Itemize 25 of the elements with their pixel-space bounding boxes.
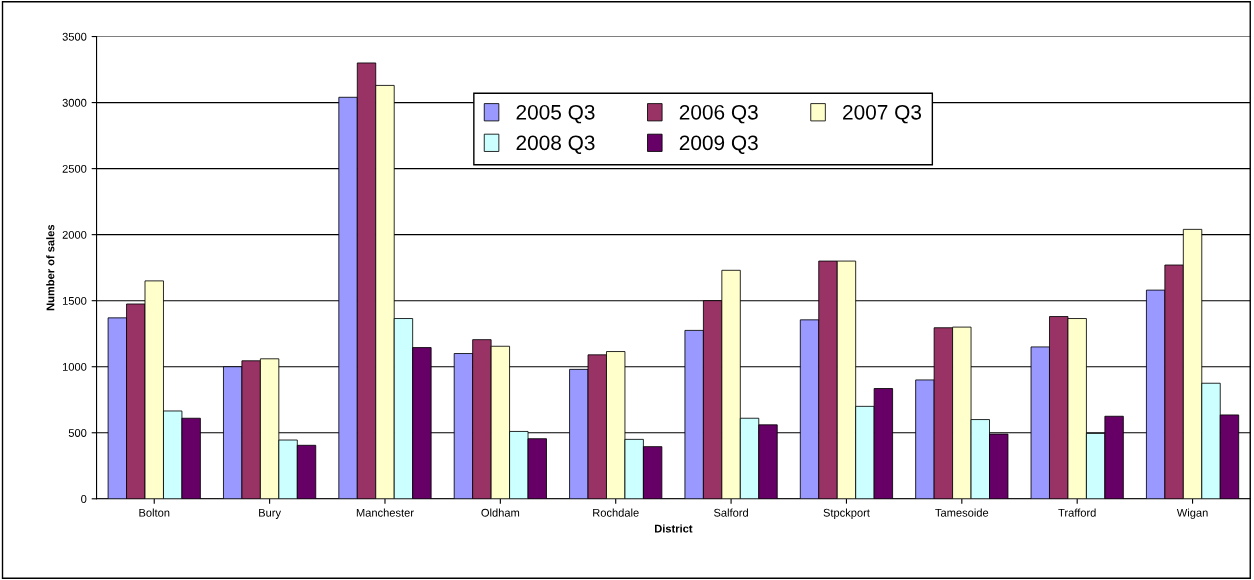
x-tick-label: Bury bbox=[259, 508, 282, 519]
legend-label: 2006 Q3 bbox=[679, 104, 758, 124]
x-tick-label: Bolton bbox=[139, 508, 170, 517]
x-tick-label: Wigan bbox=[1176, 508, 1208, 519]
y-tick-label: 1000 bbox=[62, 362, 87, 371]
x-tick-label: Rochdale bbox=[593, 508, 639, 517]
x-tick-label: Stpckport bbox=[823, 508, 870, 519]
x-tick-label: Oldham bbox=[481, 508, 520, 517]
x-tick-label: Manchester bbox=[356, 508, 414, 517]
y-axis-title: Number of sales bbox=[46, 224, 55, 311]
y-tick-label: 3500 bbox=[62, 32, 87, 41]
legend-label: 2009 Q3 bbox=[679, 135, 758, 154]
legend-label: 2005 Q3 bbox=[516, 104, 595, 124]
y-tick-label: 2000 bbox=[62, 230, 87, 239]
y-tick-label: 1500 bbox=[62, 296, 87, 305]
y-tick-label: 3000 bbox=[62, 98, 87, 107]
x-tick-label: Salford bbox=[713, 508, 748, 517]
y-tick-label: 2500 bbox=[62, 164, 87, 173]
x-axis-title: District bbox=[655, 524, 693, 533]
legend-label: 2007 Q3 bbox=[843, 104, 922, 124]
y-tick-label: 0 bbox=[81, 495, 87, 503]
x-tick-label: Trafford bbox=[1058, 508, 1096, 517]
y-tick-label: 500 bbox=[68, 429, 87, 437]
x-tick-label: Tamesoide bbox=[935, 508, 989, 517]
legend-label: 2008 Q3 bbox=[516, 135, 595, 154]
